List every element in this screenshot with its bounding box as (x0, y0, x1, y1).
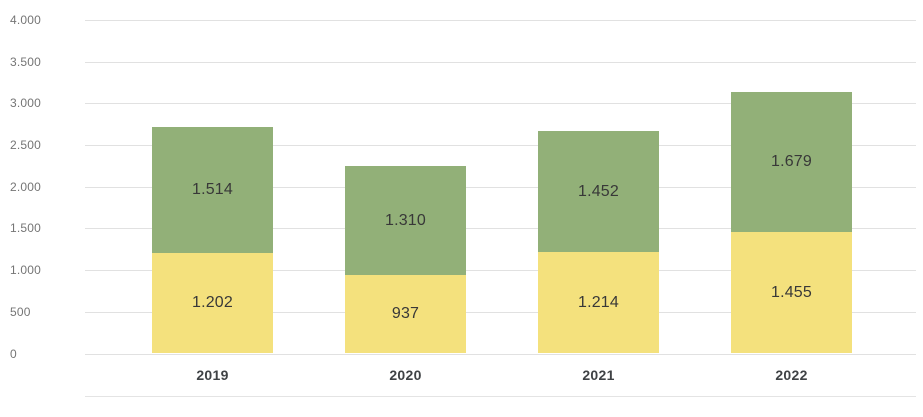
bar-segment-2021-top[interactable]: 1.452 (538, 131, 659, 253)
y-axis-tick-label: 0 (10, 346, 17, 361)
bar-value-label: 937 (391, 305, 420, 323)
chart-bottom-border (85, 396, 916, 397)
bar-value-label: 1.679 (770, 153, 813, 171)
gridline (85, 311, 916, 313)
bar-segment-2022-bottom[interactable]: 1.455 (731, 232, 852, 354)
bar-value-label: 1.455 (770, 283, 813, 301)
y-axis-tick-label: 3.000 (10, 96, 42, 111)
y-axis-tick-label: 2.500 (10, 138, 42, 153)
gridline (85, 270, 916, 272)
y-axis-tick-label: 4.000 (10, 13, 42, 27)
x-axis-category-label: 2022 (775, 367, 808, 383)
gridline (85, 353, 916, 355)
x-axis-category-label: 2020 (389, 367, 422, 383)
y-axis-tick-label: 1.500 (10, 221, 42, 236)
gridline (85, 145, 916, 147)
x-axis-category-label: 2019 (196, 367, 229, 383)
y-axis-tick-label: 1.000 (10, 263, 42, 278)
y-axis-tick-label: 2.000 (10, 179, 42, 194)
bar-segment-2020-top[interactable]: 1.310 (345, 166, 466, 276)
bar-value-label: 1.214 (577, 293, 620, 311)
bar-segment-2019-bottom[interactable]: 1.202 (152, 253, 273, 354)
bar-segment-2019-top[interactable]: 1.514 (152, 127, 273, 254)
bar-segment-2022-top[interactable]: 1.679 (731, 92, 852, 233)
gridline (85, 103, 916, 105)
gridline (85, 20, 916, 21)
y-axis-tick-label: 500 (10, 304, 31, 319)
gridline (85, 228, 916, 230)
bar-value-label: 1.452 (577, 182, 620, 200)
gridline (85, 186, 916, 188)
bar-value-label: 1.514 (191, 181, 234, 199)
bar-value-label: 1.202 (191, 294, 234, 312)
bar-segment-2021-bottom[interactable]: 1.214 (538, 252, 659, 354)
bar-segment-2020-bottom[interactable]: 937 (345, 275, 466, 354)
x-axis-category-label: 2021 (582, 367, 615, 383)
bar-value-label: 1.310 (384, 211, 427, 229)
gridline (85, 61, 916, 63)
y-axis-tick-label: 3.500 (10, 54, 42, 69)
